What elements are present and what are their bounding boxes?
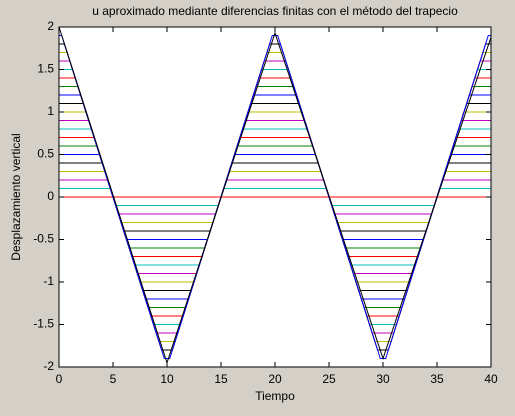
- data-line: [58, 26, 492, 365]
- x-axis-label: Tiempo: [255, 389, 295, 403]
- x-tick-label: 15: [214, 372, 228, 386]
- y-tick-label: -0.5: [33, 232, 54, 246]
- x-tick-label: 20: [268, 372, 282, 386]
- x-tick-label: 25: [322, 372, 336, 386]
- x-tick-label: 30: [376, 372, 390, 386]
- x-tick-label: 5: [110, 372, 117, 386]
- y-axis-label: Desplazamiento vertical: [9, 133, 23, 260]
- y-tick-label: -1: [43, 274, 54, 288]
- y-tick-label: 0: [47, 189, 54, 203]
- y-tick-label: -1.5: [33, 317, 54, 331]
- chart-title: u aproximado mediante diferencias finita…: [92, 4, 458, 18]
- x-tick-label: 0: [56, 372, 63, 386]
- y-tick-label: 1.5: [37, 62, 54, 76]
- x-tick-label: 40: [484, 372, 498, 386]
- y-tick-label: -2: [43, 359, 54, 373]
- y-tick-label: 0.5: [37, 147, 54, 161]
- x-tick-label: 35: [430, 372, 444, 386]
- y-tick-label: 1: [47, 104, 54, 118]
- x-tick-label: 10: [160, 372, 174, 386]
- y-tick-label: 2: [47, 19, 54, 33]
